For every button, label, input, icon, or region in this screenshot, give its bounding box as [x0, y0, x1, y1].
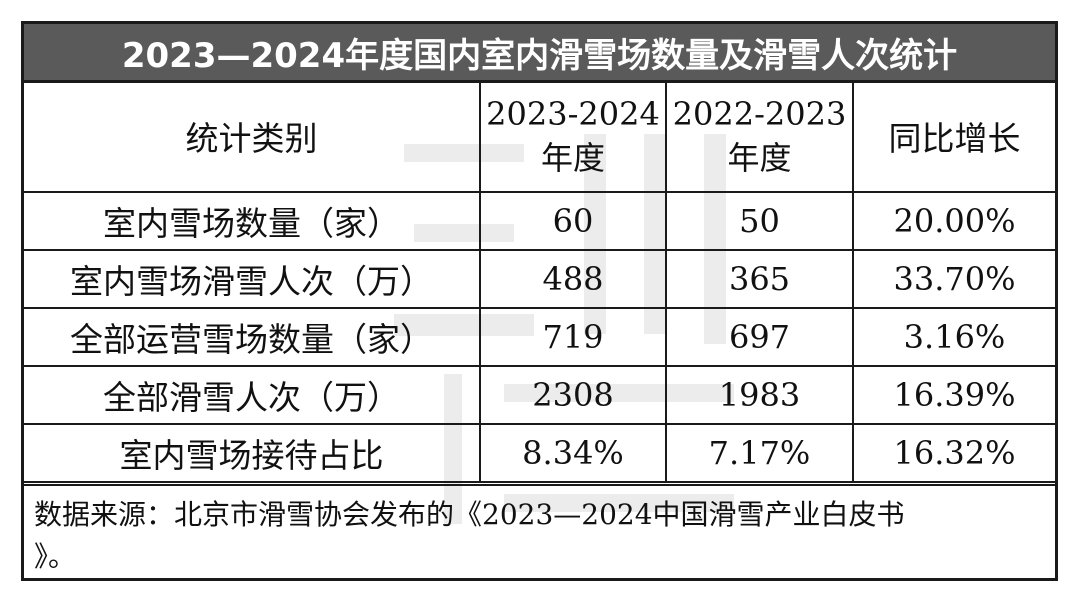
source-note: 数据来源：北京市滑雪协会发布的《2023—2024中国滑雪产业白皮书 》。	[24, 484, 1055, 578]
row-category: 室内雪场数量（家）	[24, 191, 481, 251]
header-2022-2023: 2022-2023 年度	[665, 80, 854, 193]
header-2023-2024-line1: 2023-2024	[486, 94, 660, 133]
table-row: 全部滑雪人次（万） 2308 1983 16.39%	[24, 365, 1055, 425]
value-growth: 3.16%	[852, 307, 1055, 367]
table-title: 2023—2024年度国内室内滑雪场数量及滑雪人次统计	[121, 35, 958, 76]
source-note-line2: 》。	[34, 540, 77, 573]
value-2023-2024: 488	[479, 249, 667, 309]
header-2022-2023-line2: 年度	[727, 138, 792, 177]
header-category: 统计类别	[24, 80, 481, 193]
source-note-line1: 数据来源：北京市滑雪协会发布的《2023—2024中国滑雪产业白皮书	[34, 498, 905, 531]
value-growth: 33.70%	[852, 249, 1055, 309]
header-2022-2023-line1: 2022-2023	[672, 94, 847, 133]
value-2023-2024: 2308	[479, 365, 667, 425]
value-2023-2024: 719	[479, 307, 667, 367]
header-row: 统计类别 2023-2024 年度 2022-2023 年度 同比增长	[24, 80, 1055, 193]
table-row: 全部运营雪场数量（家） 719 697 3.16%	[24, 307, 1055, 367]
value-growth: 20.00%	[852, 191, 1055, 251]
row-category: 全部运营雪场数量（家）	[24, 307, 481, 367]
header-2023-2024: 2023-2024 年度	[479, 80, 667, 193]
header-2023-2024-line2: 年度	[540, 138, 605, 177]
value-2022-2023: 365	[665, 249, 854, 309]
row-category: 室内雪场滑雪人次（万）	[24, 249, 481, 309]
title-bar: 2023—2024年度国内室内滑雪场数量及滑雪人次统计	[24, 24, 1055, 83]
value-growth: 16.39%	[852, 365, 1055, 425]
value-2023-2024: 60	[479, 191, 667, 251]
value-growth: 16.32%	[852, 423, 1055, 483]
table-row: 室内雪场数量（家） 60 50 20.00%	[24, 191, 1055, 251]
header-growth: 同比增长	[852, 80, 1055, 193]
stats-table: 统计类别 2023-2024 年度 2022-2023 年度 同比增长 室内雪场…	[24, 80, 1055, 483]
table-row: 室内雪场滑雪人次（万） 488 365 33.70%	[24, 249, 1055, 309]
table-row: 室内雪场接待占比 8.34% 7.17% 16.32%	[24, 423, 1055, 483]
value-2022-2023: 50	[665, 191, 854, 251]
row-category: 全部滑雪人次（万）	[24, 365, 481, 425]
value-2022-2023: 697	[665, 307, 854, 367]
value-2022-2023: 7.17%	[665, 423, 854, 483]
stats-table-frame: 2023—2024年度国内室内滑雪场数量及滑雪人次统计 统计类别 2023-20…	[21, 21, 1058, 581]
value-2023-2024: 8.34%	[479, 423, 667, 483]
value-2022-2023: 1983	[665, 365, 854, 425]
row-category: 室内雪场接待占比	[24, 423, 481, 483]
